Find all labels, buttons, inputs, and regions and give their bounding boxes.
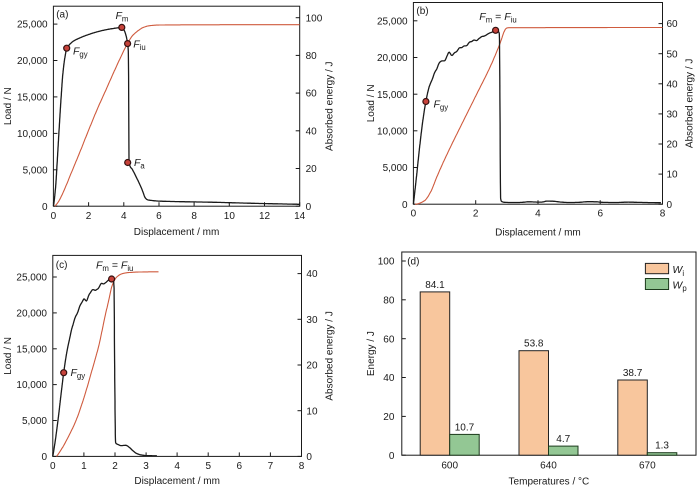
svg-text:20: 20 xyxy=(383,412,395,423)
svg-text:15,000: 15,000 xyxy=(16,344,47,355)
svg-text:2: 2 xyxy=(86,211,92,222)
svg-text:(c): (c) xyxy=(56,260,68,271)
svg-text:0: 0 xyxy=(51,211,57,222)
svg-text:4.7: 4.7 xyxy=(556,434,570,445)
svg-text:4: 4 xyxy=(121,211,127,222)
svg-text:100: 100 xyxy=(378,257,395,268)
svg-text:12: 12 xyxy=(259,211,271,222)
svg-text:0: 0 xyxy=(306,452,312,463)
svg-text:1.3: 1.3 xyxy=(655,441,669,452)
svg-text:80: 80 xyxy=(306,51,318,62)
svg-text:25,000: 25,000 xyxy=(16,273,47,284)
svg-text:80: 80 xyxy=(383,295,395,306)
svg-text:20,000: 20,000 xyxy=(377,53,408,64)
svg-text:10,000: 10,000 xyxy=(377,126,408,137)
svg-text:6: 6 xyxy=(237,461,243,472)
svg-text:Temperatures / °C: Temperatures / °C xyxy=(509,477,590,488)
svg-text:7: 7 xyxy=(268,461,274,472)
svg-text:5,000: 5,000 xyxy=(23,165,48,176)
svg-text:1: 1 xyxy=(81,461,87,472)
svg-text:20,000: 20,000 xyxy=(17,56,48,67)
svg-text:40: 40 xyxy=(383,373,395,384)
svg-text:40: 40 xyxy=(306,269,318,280)
svg-text:Load / N: Load / N xyxy=(366,84,377,122)
svg-text:600: 600 xyxy=(441,461,458,472)
svg-text:30: 30 xyxy=(667,110,679,121)
svg-text:0: 0 xyxy=(50,461,56,472)
svg-text:25,000: 25,000 xyxy=(377,16,408,27)
svg-text:Displacement / mm: Displacement / mm xyxy=(495,228,581,239)
svg-text:(b): (b) xyxy=(416,6,428,17)
svg-text:15,000: 15,000 xyxy=(377,90,408,101)
svg-text:20: 20 xyxy=(306,164,318,175)
svg-text:8: 8 xyxy=(660,209,666,220)
svg-text:0: 0 xyxy=(389,451,395,462)
svg-text:3: 3 xyxy=(143,461,149,472)
svg-text:20: 20 xyxy=(306,361,318,372)
svg-text:5,000: 5,000 xyxy=(383,163,408,174)
svg-text:640: 640 xyxy=(540,461,557,472)
svg-text:Displacement / mm: Displacement / mm xyxy=(134,227,220,238)
svg-text:(a): (a) xyxy=(56,10,68,21)
svg-text:10: 10 xyxy=(667,170,679,181)
svg-text:10.7: 10.7 xyxy=(455,422,475,433)
svg-text:(d): (d) xyxy=(407,257,419,268)
svg-text:10: 10 xyxy=(306,406,318,417)
svg-text:670: 670 xyxy=(639,461,656,472)
svg-text:6: 6 xyxy=(156,211,162,222)
svg-text:30: 30 xyxy=(306,315,318,326)
svg-text:Load / N: Load / N xyxy=(3,87,14,125)
svg-text:14: 14 xyxy=(294,211,306,222)
svg-text:4: 4 xyxy=(174,461,180,472)
svg-text:40: 40 xyxy=(667,79,679,90)
svg-text:10: 10 xyxy=(224,211,236,222)
svg-text:0: 0 xyxy=(411,209,417,220)
svg-text:Absorbed energy / J: Absorbed energy / J xyxy=(324,61,335,151)
svg-text:Absorbed energy / J: Absorbed energy / J xyxy=(324,311,335,401)
svg-text:25,000: 25,000 xyxy=(17,20,48,31)
svg-text:53.8: 53.8 xyxy=(524,339,544,350)
svg-text:Wi: Wi xyxy=(672,264,684,278)
svg-text:4: 4 xyxy=(535,209,541,220)
svg-text:Displacement / mm: Displacement / mm xyxy=(134,476,220,487)
svg-text:20,000: 20,000 xyxy=(16,308,47,319)
svg-text:50: 50 xyxy=(667,49,679,60)
svg-text:5: 5 xyxy=(205,461,211,472)
svg-text:2: 2 xyxy=(112,461,118,472)
svg-text:60: 60 xyxy=(306,89,318,100)
svg-text:0: 0 xyxy=(306,202,312,213)
svg-text:60: 60 xyxy=(667,19,679,30)
svg-text:0: 0 xyxy=(667,200,673,211)
svg-text:2: 2 xyxy=(473,209,479,220)
svg-text:8: 8 xyxy=(191,211,197,222)
svg-text:10,000: 10,000 xyxy=(16,380,47,391)
svg-text:40: 40 xyxy=(306,126,318,137)
svg-text:15,000: 15,000 xyxy=(17,93,48,104)
svg-text:60: 60 xyxy=(383,334,395,345)
svg-text:0: 0 xyxy=(41,452,47,463)
svg-text:0: 0 xyxy=(402,200,408,211)
svg-text:Absorbed energy / J: Absorbed energy / J xyxy=(685,59,696,149)
svg-text:8: 8 xyxy=(299,461,305,472)
svg-text:100: 100 xyxy=(306,13,323,24)
svg-text:6: 6 xyxy=(597,209,603,220)
svg-text:Load / N: Load / N xyxy=(3,337,14,375)
svg-text:5,000: 5,000 xyxy=(22,416,47,427)
svg-text:38.7: 38.7 xyxy=(623,368,643,379)
svg-text:Fa: Fa xyxy=(134,157,145,171)
svg-text:0: 0 xyxy=(42,202,48,213)
svg-text:Energy / J: Energy / J xyxy=(366,331,377,376)
svg-text:10,000: 10,000 xyxy=(17,129,48,140)
svg-text:20: 20 xyxy=(667,140,679,151)
svg-text:84.1: 84.1 xyxy=(425,280,445,291)
